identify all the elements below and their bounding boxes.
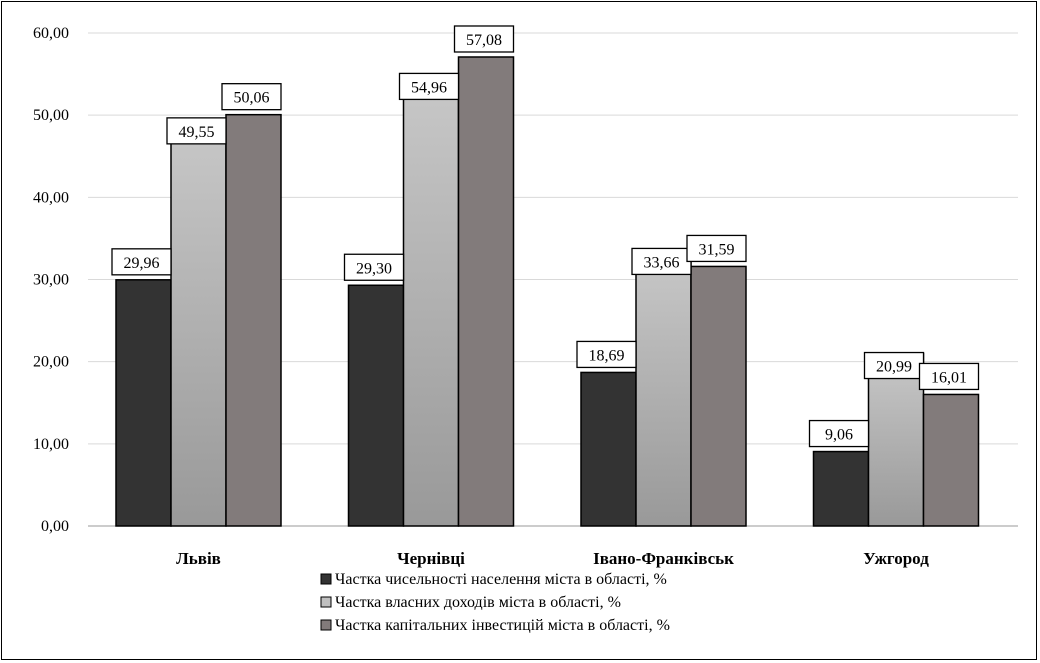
bar [812, 450, 870, 527]
data-label-box [576, 340, 637, 369]
y-tick-label: 20,00 [33, 354, 69, 371]
data-label-box [863, 351, 925, 380]
y-tick-label: 60,00 [33, 25, 69, 42]
data-label: 18,69 [589, 347, 625, 364]
data-label: 29,96 [124, 255, 160, 272]
x-category-label: Чернівці [397, 549, 465, 568]
y-tick-label: 40,00 [33, 189, 69, 206]
bar [225, 113, 282, 527]
x-category-label: Львів [176, 549, 221, 568]
data-label-box [221, 83, 282, 111]
data-label: 57,08 [466, 32, 502, 49]
x-category-label: Івано-Франківськ [593, 549, 734, 568]
bar [580, 371, 637, 527]
data-label-box [166, 117, 227, 145]
y-tick-label: 50,00 [33, 107, 69, 124]
bar [170, 118, 227, 527]
data-label-box [343, 253, 405, 281]
x-category-label: Ужгород [863, 549, 929, 568]
data-label: 50,06 [234, 90, 270, 107]
legend-swatch [320, 596, 332, 608]
data-label: 54,96 [411, 79, 447, 96]
bar [690, 265, 747, 527]
bar [867, 352, 925, 527]
data-label-box [686, 234, 747, 263]
data-label: 9,06 [825, 427, 853, 444]
bar [115, 279, 172, 527]
y-tick-label: 0,00 [41, 518, 69, 535]
data-label: 33,66 [644, 254, 680, 271]
data-label-box [808, 419, 870, 448]
data-label-box [398, 72, 460, 101]
y-tick-label: 10,00 [33, 436, 69, 453]
bar [402, 73, 460, 527]
data-label: 16,01 [931, 369, 967, 386]
bar [635, 248, 692, 527]
bar [457, 56, 515, 527]
data-label-box [111, 248, 172, 276]
legend-label: Частка власних доходів міста в області, … [335, 594, 621, 611]
data-label: 20,99 [876, 359, 912, 376]
data-label-box [453, 25, 515, 53]
data-label-box [918, 362, 980, 391]
legend-label: Частка капітальних інвестицій міста в об… [335, 617, 670, 634]
data-label: 31,59 [699, 241, 735, 258]
data-label: 49,55 [179, 124, 215, 141]
y-tick-label: 30,00 [33, 272, 69, 289]
legend-swatch [320, 619, 332, 631]
bar [922, 393, 980, 527]
legend-label: Частка чисельності населення міста в обл… [335, 571, 667, 588]
legend-swatch [320, 573, 332, 585]
bar [347, 284, 405, 527]
data-label: 29,30 [356, 260, 392, 277]
